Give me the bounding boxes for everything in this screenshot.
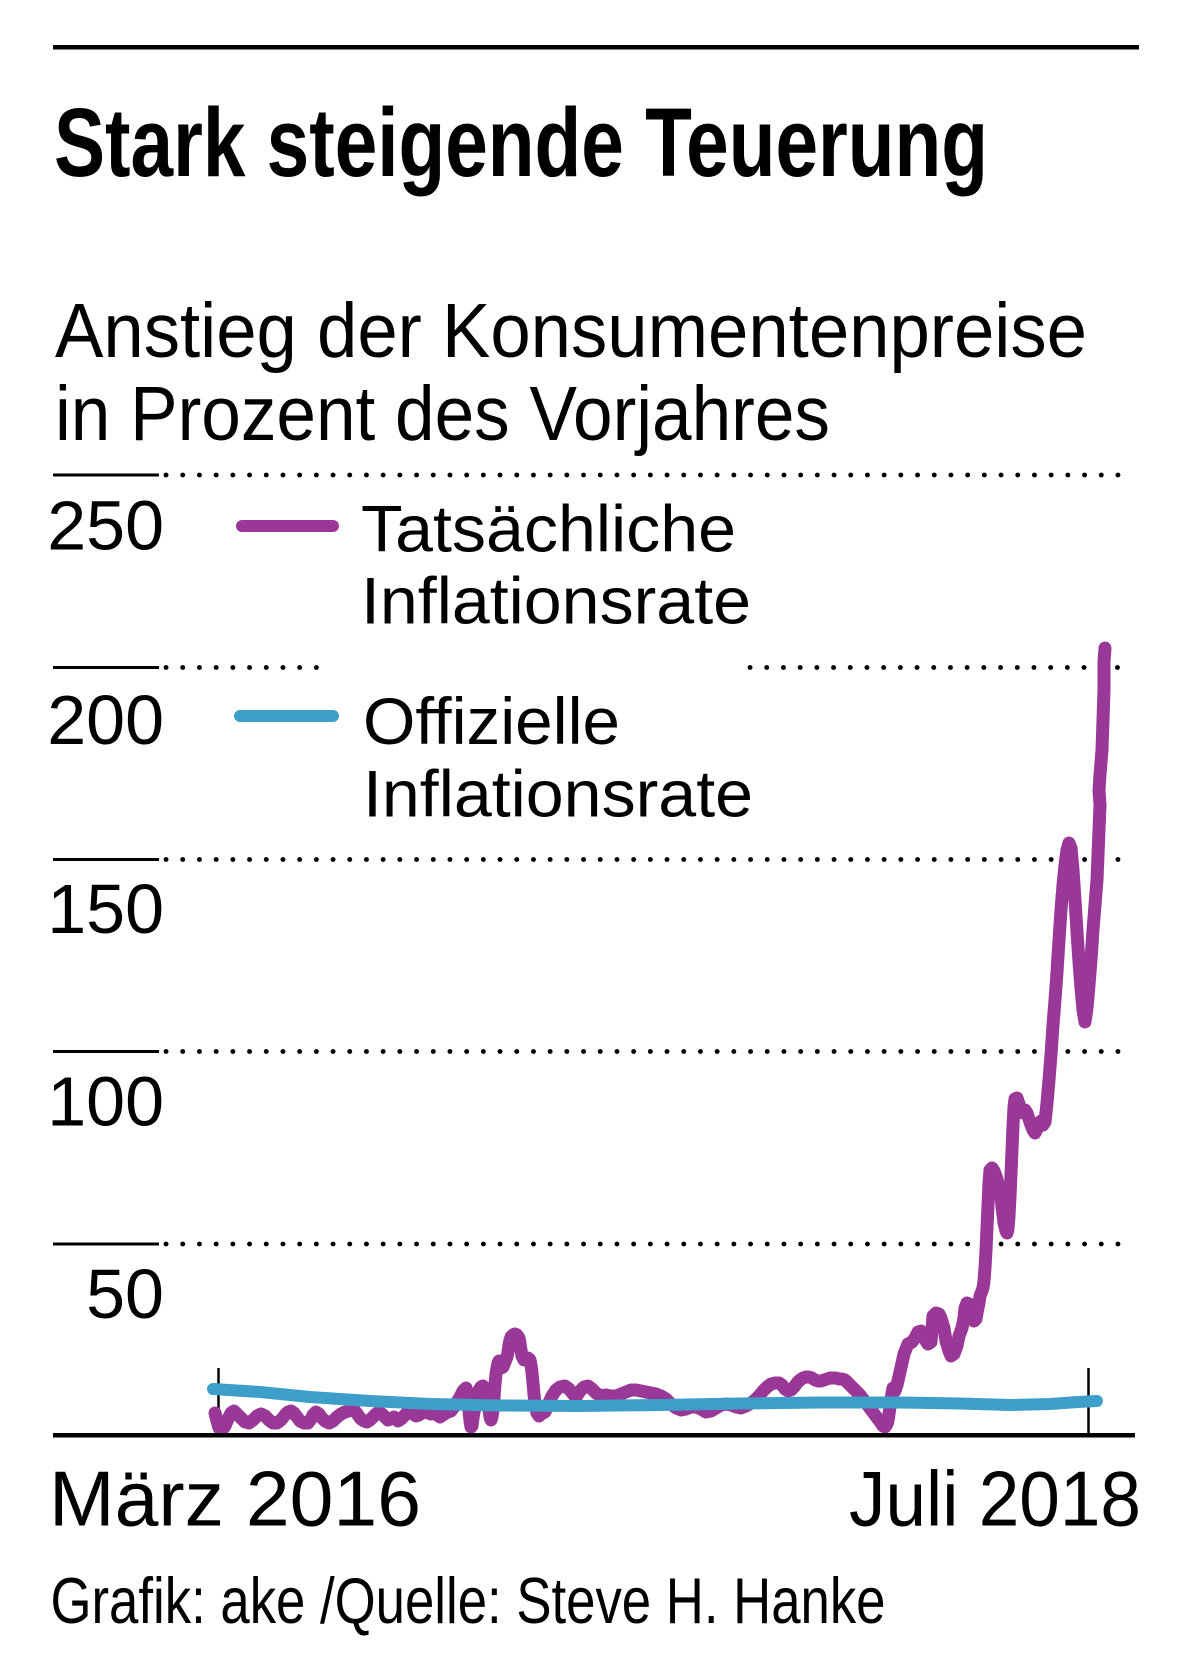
svg-text:Offizielle: Offizielle (363, 684, 620, 758)
svg-text:Inflationsrate: Inflationsrate (363, 757, 753, 831)
svg-text:150: 150 (47, 870, 164, 948)
svg-text:200: 200 (47, 681, 164, 759)
svg-text:Stark steigende Teuerung: Stark steigende Teuerung (54, 88, 988, 197)
svg-text:250: 250 (47, 487, 164, 565)
svg-text:März 2016: März 2016 (49, 1455, 421, 1543)
svg-text:Inflationsrate: Inflationsrate (361, 564, 751, 638)
svg-text:Juli 2018: Juli 2018 (849, 1455, 1141, 1543)
svg-text:Grafik: ake /Quelle: Steve H.: Grafik: ake /Quelle: Steve H. Hanke (51, 1564, 886, 1637)
svg-text:Tatsächliche: Tatsächliche (361, 492, 736, 566)
svg-text:50: 50 (86, 1255, 164, 1333)
svg-text:in Prozent des Vorjahres: in Prozent des Vorjahres (55, 371, 830, 457)
svg-text:Anstieg der Konsumentenpreise: Anstieg der Konsumentenpreise (55, 288, 1087, 374)
svg-text:100: 100 (47, 1063, 164, 1141)
